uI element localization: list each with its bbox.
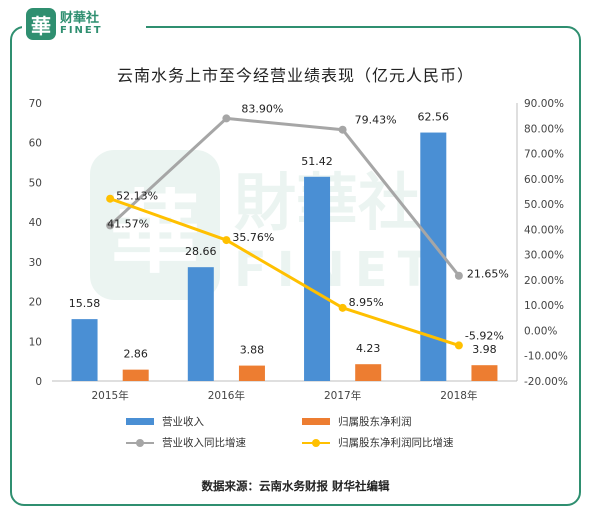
- chart-card: [10, 26, 581, 506]
- profit-bar: [238, 365, 265, 381]
- revenue-bar: [304, 176, 331, 381]
- revenue-bar: [71, 319, 98, 381]
- profit-growth-line: [109, 197, 460, 347]
- profit-growth-label: 8.95%: [349, 296, 384, 309]
- left-axis-tick-label: 40: [29, 217, 42, 229]
- legend-item-profit: 归属股东净利润: [302, 414, 412, 429]
- revenue-growth-line: [109, 116, 461, 277]
- profit-growth-label: -5.92%: [465, 329, 504, 342]
- profit-bar: [355, 364, 382, 381]
- right-axis-tick-label: 30.00%: [524, 250, 564, 262]
- legend-label-revenue-growth: 营业收入同比增速: [162, 437, 246, 449]
- revenue-growth-point: [454, 271, 463, 280]
- right-axis-tick-label: 10.00%: [524, 300, 564, 312]
- logo-name-en: FINET: [60, 24, 103, 36]
- right-axis-tick-label: 0.00%: [524, 325, 557, 337]
- left-axis-tick-label: 20: [29, 297, 42, 309]
- legend-label-revenue: 营业收入: [162, 416, 204, 428]
- profit-bar-label: 3.98: [472, 343, 497, 356]
- logo-badge: 華: [26, 8, 56, 40]
- profit-bar-label: 2.86: [123, 348, 148, 361]
- legend-item-revenue: 营业收入: [126, 414, 204, 429]
- left-axis-tick-label: 10: [29, 336, 42, 348]
- left-axis-tick-label: 60: [29, 138, 42, 150]
- revenue-growth-point: [106, 221, 115, 230]
- revenue-bar-label: 28.66: [185, 245, 217, 258]
- left-axis-tick-label: 30: [29, 257, 42, 269]
- profit-growth-point: [338, 303, 347, 312]
- revenue-growth-point: [222, 114, 231, 123]
- source-note: 数据来源：云南水务财报 财华社编辑: [201, 479, 390, 493]
- right-axis-tick-label: 70.00%: [524, 149, 564, 161]
- x-axis-tick-label: 2016年: [208, 389, 245, 402]
- x-axis-tick-label: 2018年: [440, 389, 477, 402]
- profit-growth-label: 35.76%: [232, 231, 274, 244]
- legend-swatch-revenue-growth: [126, 438, 154, 448]
- profit-bar: [122, 369, 149, 381]
- right-axis-tick-label: -10.00%: [524, 351, 568, 363]
- left-axis-tick-label: 70: [29, 98, 42, 110]
- revenue-bar-label: 15.58: [69, 297, 101, 310]
- right-axis-tick-label: 40.00%: [524, 224, 564, 236]
- revenue-bar-label: 51.42: [301, 155, 333, 168]
- revenue-growth-label: 83.90%: [241, 102, 283, 115]
- revenue-bar-label: 62.56: [418, 111, 450, 124]
- revenue-growth-label: 21.65%: [467, 268, 509, 281]
- legend-item-profit-growth: 归属股东净利润同比增速: [302, 435, 454, 450]
- profit-growth-point: [222, 236, 231, 245]
- right-axis-tick-label: 50.00%: [524, 199, 564, 211]
- logo-name-cn: 财華社: [60, 10, 100, 26]
- right-axis-tick-label: -20.00%: [524, 376, 568, 388]
- x-axis-tick-label: 2017年: [324, 389, 361, 402]
- x-axis-tick-label: 2015年: [92, 389, 129, 402]
- right-axis-tick-label: 20.00%: [524, 275, 564, 287]
- revenue-bar: [187, 267, 214, 381]
- left-axis-tick-label: 50: [29, 177, 42, 189]
- revenue-growth-label: 41.57%: [107, 217, 149, 230]
- legend-swatch-profit: [302, 418, 330, 425]
- legend-swatch-profit-growth: [302, 438, 330, 448]
- left-axis-tick-label: 0: [35, 376, 42, 388]
- right-axis-tick-label: 60.00%: [524, 174, 564, 186]
- legend-swatch-revenue: [126, 418, 154, 425]
- revenue-growth-label: 79.43%: [355, 114, 397, 127]
- legend-label-profit: 归属股东净利润: [338, 416, 412, 428]
- profit-bar: [471, 365, 498, 381]
- revenue-growth-point: [338, 125, 347, 134]
- right-axis-tick-label: 80.00%: [524, 123, 564, 135]
- logo-text: 财華社 FINET: [60, 12, 103, 36]
- profit-growth-label: 52.13%: [116, 190, 158, 203]
- profit-bar-label: 4.23: [356, 342, 381, 355]
- right-axis-tick-label: 90.00%: [524, 98, 564, 110]
- chart-title: 云南水务上市至今经营业绩表现（亿元人民币）: [116, 66, 474, 85]
- legend-item-revenue-growth: 营业收入同比增速: [126, 435, 246, 450]
- profit-growth-point: [454, 341, 463, 350]
- finet-logo: 華 财華社 FINET: [22, 4, 146, 44]
- profit-bar-label: 3.88: [240, 344, 265, 357]
- legend-label-profit-growth: 归属股东净利润同比增速: [338, 437, 454, 449]
- profit-growth-point: [106, 194, 115, 203]
